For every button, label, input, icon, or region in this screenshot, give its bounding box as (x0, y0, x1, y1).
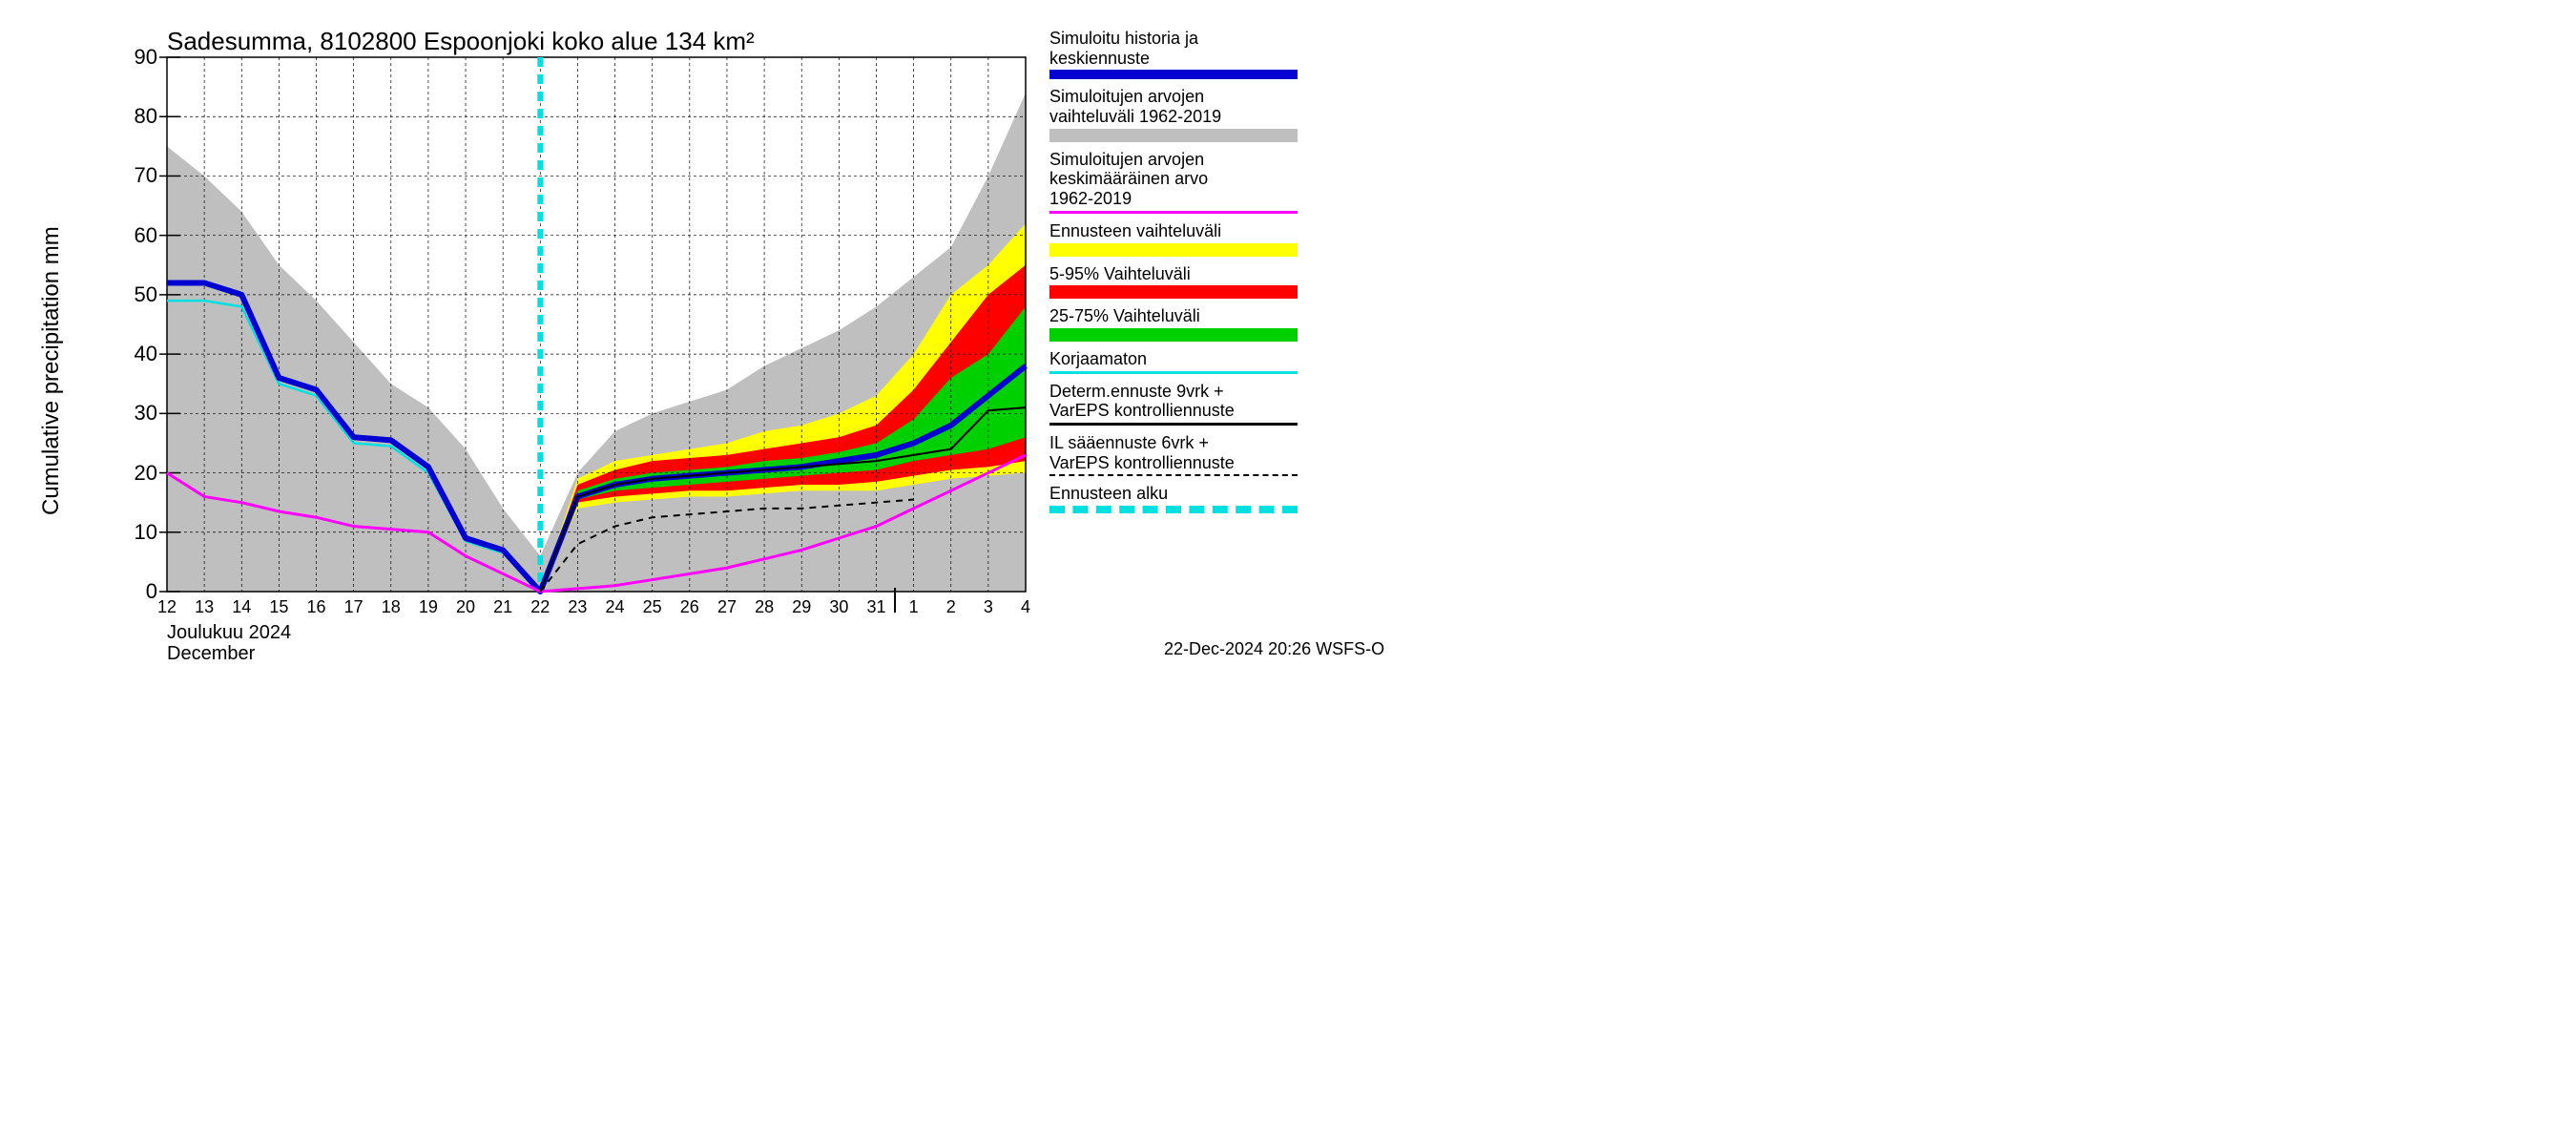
legend-swatch (1049, 423, 1298, 426)
x-tick: 22 (530, 597, 550, 617)
y-tick: 10 (110, 520, 157, 545)
x-tick: 18 (382, 597, 401, 617)
x-tick: 4 (1021, 597, 1030, 617)
legend-item: Simuloitujen arvojenvaihteluväli 1962-20… (1049, 87, 1412, 141)
x-tick: 28 (755, 597, 774, 617)
legend-label: Ennusteen vaihteluväli (1049, 221, 1412, 241)
legend-item: Ennusteen alku (1049, 484, 1412, 513)
footer-timestamp: 22-Dec-2024 20:26 WSFS-O (1164, 639, 1384, 659)
x-tick: 3 (984, 597, 993, 617)
x-tick: 26 (680, 597, 699, 617)
x-axis-month-en: December (167, 643, 255, 665)
legend-item: 25-75% Vaihteluväli (1049, 306, 1412, 342)
legend-swatch (1049, 328, 1298, 342)
legend-item: Simuloitu historia jakeskiennuste (1049, 29, 1412, 79)
legend-label: IL sääennuste 6vrk + (1049, 433, 1412, 453)
chart-container: Sadesumma, 8102800 Espoonjoki koko alue … (0, 0, 1431, 668)
legend-swatch (1049, 474, 1298, 476)
legend-label: Simuloitu historia ja (1049, 29, 1412, 49)
x-tick: 13 (195, 597, 214, 617)
x-tick: 23 (568, 597, 587, 617)
y-tick: 0 (110, 579, 157, 604)
legend-label: VarEPS kontrolliennuste (1049, 453, 1412, 473)
x-tick: 17 (344, 597, 364, 617)
legend-item: 5-95% Vaihteluväli (1049, 264, 1412, 300)
legend-swatch (1049, 285, 1298, 299)
legend-swatch (1049, 371, 1298, 374)
y-tick: 40 (110, 342, 157, 366)
x-tick: 27 (717, 597, 737, 617)
legend-item: IL sääennuste 6vrk + VarEPS kontrollienn… (1049, 433, 1412, 476)
x-tick: 30 (829, 597, 848, 617)
legend-swatch (1049, 211, 1298, 214)
x-tick: 19 (419, 597, 438, 617)
x-tick: 21 (493, 597, 512, 617)
y-tick: 50 (110, 282, 157, 307)
legend-swatch (1049, 70, 1298, 79)
x-axis-month-fi: Joulukuu 2024 (167, 622, 291, 644)
legend-label: keskimääräinen arvo (1049, 169, 1412, 189)
legend-label: Simuloitujen arvojen (1049, 87, 1412, 107)
legend-item: Korjaamaton (1049, 349, 1412, 374)
legend-swatch (1049, 506, 1298, 513)
y-tick: 20 (110, 461, 157, 486)
x-tick: 25 (643, 597, 662, 617)
legend-label: keskiennuste (1049, 49, 1412, 69)
legend-swatch (1049, 243, 1298, 257)
x-tick: 15 (269, 597, 288, 617)
x-tick: 16 (307, 597, 326, 617)
legend-item: Ennusteen vaihteluväli (1049, 221, 1412, 257)
legend-label: 5-95% Vaihteluväli (1049, 264, 1412, 284)
x-tick: 2 (946, 597, 956, 617)
x-tick: 24 (606, 597, 625, 617)
y-tick: 30 (110, 401, 157, 426)
x-tick: 14 (232, 597, 251, 617)
x-tick: 29 (792, 597, 811, 617)
legend-label: VarEPS kontrolliennuste (1049, 401, 1412, 421)
legend-label: Korjaamaton (1049, 349, 1412, 369)
legend-label: vaihteluväli 1962-2019 (1049, 107, 1412, 127)
legend-label: Ennusteen alku (1049, 484, 1412, 504)
y-tick: 70 (110, 163, 157, 188)
legend-item: Simuloitujen arvojenkeskimääräinen arvo … (1049, 150, 1412, 214)
legend-label: 1962-2019 (1049, 189, 1412, 209)
x-tick: 31 (866, 597, 885, 617)
y-tick: 80 (110, 104, 157, 129)
y-tick: 60 (110, 223, 157, 248)
x-tick: 1 (909, 597, 919, 617)
y-tick: 90 (110, 45, 157, 70)
legend-swatch (1049, 129, 1298, 142)
legend-item: Determ.ennuste 9vrk +VarEPS kontrollienn… (1049, 382, 1412, 426)
x-tick: 20 (456, 597, 475, 617)
legend-label: Simuloitujen arvojen (1049, 150, 1412, 170)
legend-label: 25-75% Vaihteluväli (1049, 306, 1412, 326)
legend: Simuloitu historia jakeskiennusteSimuloi… (1049, 29, 1412, 521)
x-tick: 12 (157, 597, 177, 617)
legend-label: Determ.ennuste 9vrk + (1049, 382, 1412, 402)
